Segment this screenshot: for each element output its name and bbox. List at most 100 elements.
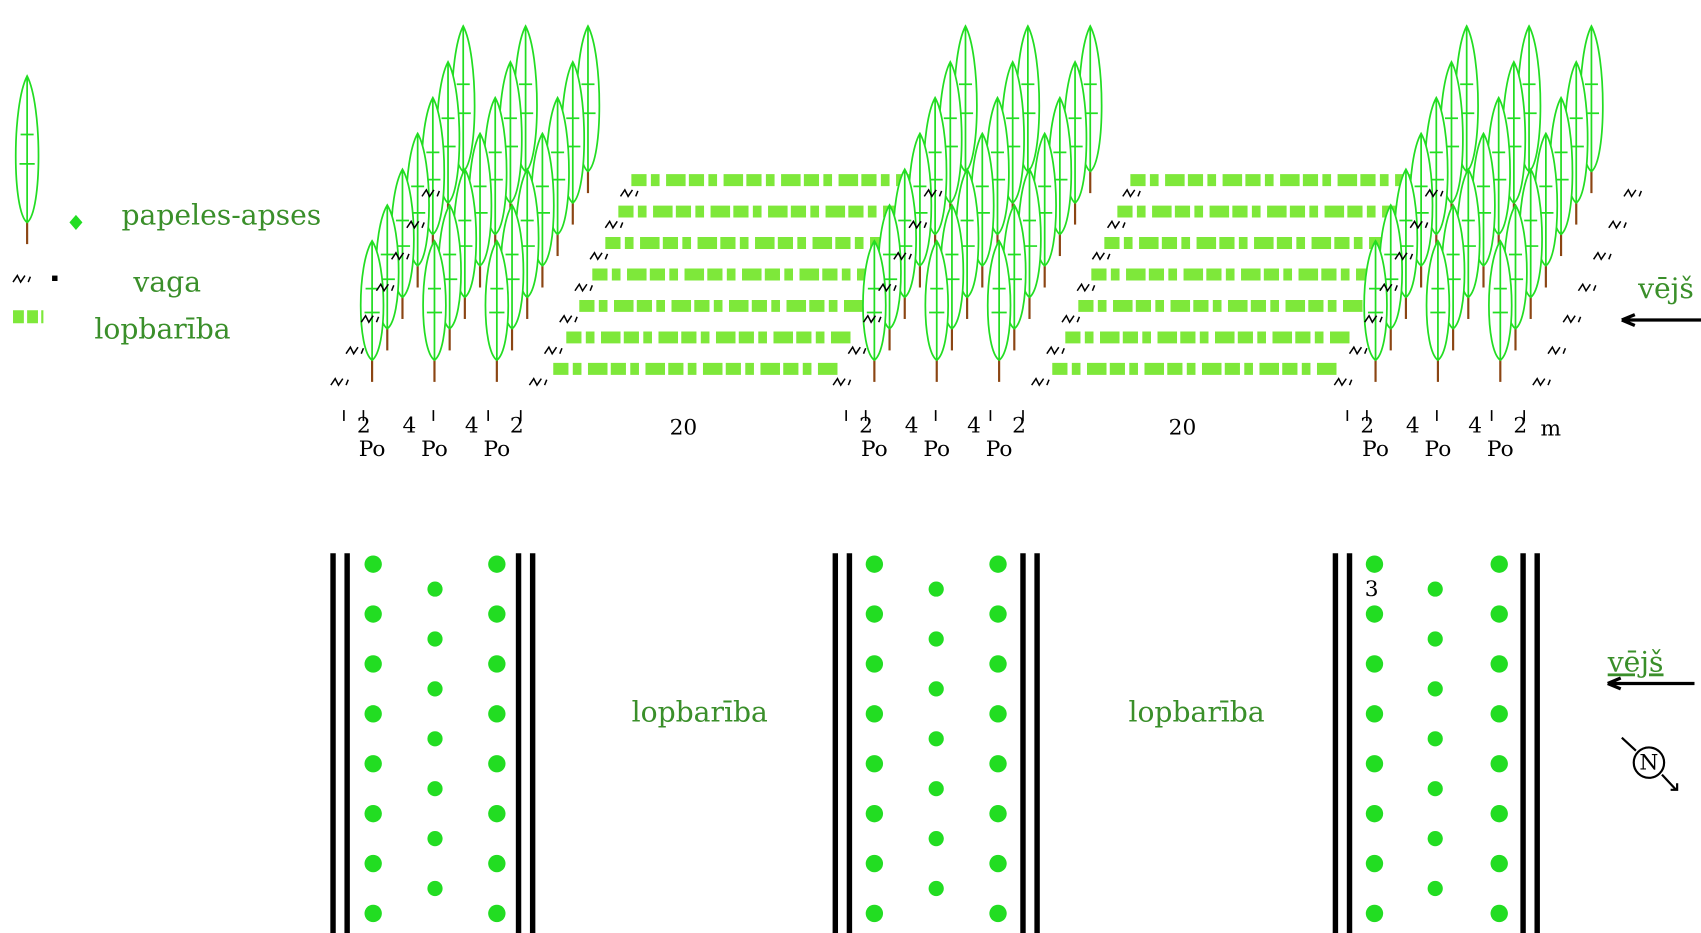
legend-mark (52, 275, 58, 281)
wind-label: vējš (1607, 645, 1664, 678)
tree-dot (427, 681, 443, 697)
furrow (847, 345, 867, 356)
furrow (1364, 314, 1383, 324)
species-label: Po (923, 437, 950, 462)
tree-dot (989, 605, 1007, 623)
spacing-label: 2 (510, 413, 524, 438)
species-label: Po (1425, 437, 1452, 462)
species-label: Po (986, 437, 1013, 462)
furrow (543, 345, 563, 356)
tree-dot (1427, 631, 1443, 647)
spacing-label: 2 (1360, 413, 1374, 438)
species-label: Po (483, 437, 510, 462)
tree (359, 239, 385, 362)
tree-dot (427, 581, 443, 597)
tree-dot (1365, 655, 1384, 673)
furrow (1394, 251, 1414, 261)
tree-dot (364, 605, 382, 623)
tree-dot (427, 731, 443, 747)
tree-dot (1365, 605, 1384, 623)
tree-dot (865, 705, 884, 723)
spacing-label: 4 (967, 413, 981, 438)
furrow (1577, 282, 1597, 293)
furrow (1532, 377, 1551, 387)
furrow (1333, 377, 1353, 387)
furrow (1061, 314, 1081, 324)
tree-dot (1490, 755, 1508, 773)
tree-dot (364, 755, 382, 773)
tree-dot (364, 555, 382, 573)
tree (986, 239, 1012, 362)
tree-dot (427, 880, 443, 897)
furrow (1623, 188, 1643, 198)
tree-dot (1490, 655, 1508, 673)
tree-dot (928, 831, 944, 847)
spacing-label: 4 (1406, 413, 1420, 438)
furrow (1547, 345, 1567, 356)
tree-dot (989, 854, 1007, 873)
tree-dot (488, 755, 506, 773)
tree (14, 74, 40, 224)
legend-label: lopbarība (94, 312, 230, 345)
furrow (1046, 345, 1065, 356)
tree-dot (1365, 904, 1384, 923)
tree-dot (865, 755, 884, 773)
furrow (619, 188, 639, 198)
tree-dot (488, 904, 506, 923)
furrow (862, 314, 882, 324)
field-width: 20 (670, 416, 698, 441)
compass-label: N (1639, 751, 1658, 776)
tree (924, 239, 950, 362)
tree-dot (1427, 681, 1443, 697)
species-label: Po (1487, 437, 1514, 462)
tree-dot (865, 854, 884, 873)
furrow (574, 282, 594, 293)
tree-dot (989, 804, 1007, 823)
spacing-label: 4 (1468, 413, 1482, 438)
tree-dot (1427, 731, 1443, 747)
tree-dot (1490, 705, 1508, 723)
furrow (893, 251, 912, 261)
tree-dot (928, 581, 944, 597)
furrow (589, 251, 609, 261)
row-spacing: 3 (1365, 577, 1379, 602)
tree-dot (989, 555, 1007, 573)
tree (1425, 239, 1451, 362)
furrow (908, 219, 928, 230)
tree-dot (1490, 605, 1508, 623)
tree-dot (989, 705, 1007, 723)
tree-dot (364, 804, 382, 823)
compass (1632, 746, 1666, 779)
legend-dot (69, 214, 83, 231)
tree-dot (488, 804, 506, 823)
spacing-label: 2 (1012, 413, 1026, 438)
spacing-label: 2 (357, 413, 371, 438)
species-label: Po (1362, 437, 1389, 462)
spacing-label: 4 (402, 413, 416, 438)
spacing-label: 4 (905, 413, 919, 438)
tree-dot (1427, 781, 1443, 797)
tree-dot (427, 831, 443, 847)
tree-dot (364, 904, 382, 923)
furrow (375, 282, 395, 293)
furrow (12, 274, 32, 284)
furrow (559, 314, 578, 324)
furrow (1122, 188, 1141, 198)
tree-dot (989, 755, 1007, 773)
furrow (878, 282, 897, 293)
tree-dot (989, 655, 1007, 673)
tree-dot (427, 781, 443, 797)
spacing-label: 4 (465, 413, 479, 438)
tree-dot (427, 631, 443, 647)
tree-dot (1427, 581, 1443, 597)
species-label: Po (359, 437, 386, 462)
legend-label: papeles-apses (122, 198, 322, 231)
tree-dot (1365, 705, 1384, 723)
field-width: 20 (1169, 416, 1197, 441)
tree-dot (865, 655, 884, 673)
furrow (406, 219, 425, 230)
tree-dot (364, 655, 382, 673)
tree-dot (1427, 831, 1443, 847)
furrow (330, 377, 349, 387)
tree-dot (1365, 755, 1384, 773)
